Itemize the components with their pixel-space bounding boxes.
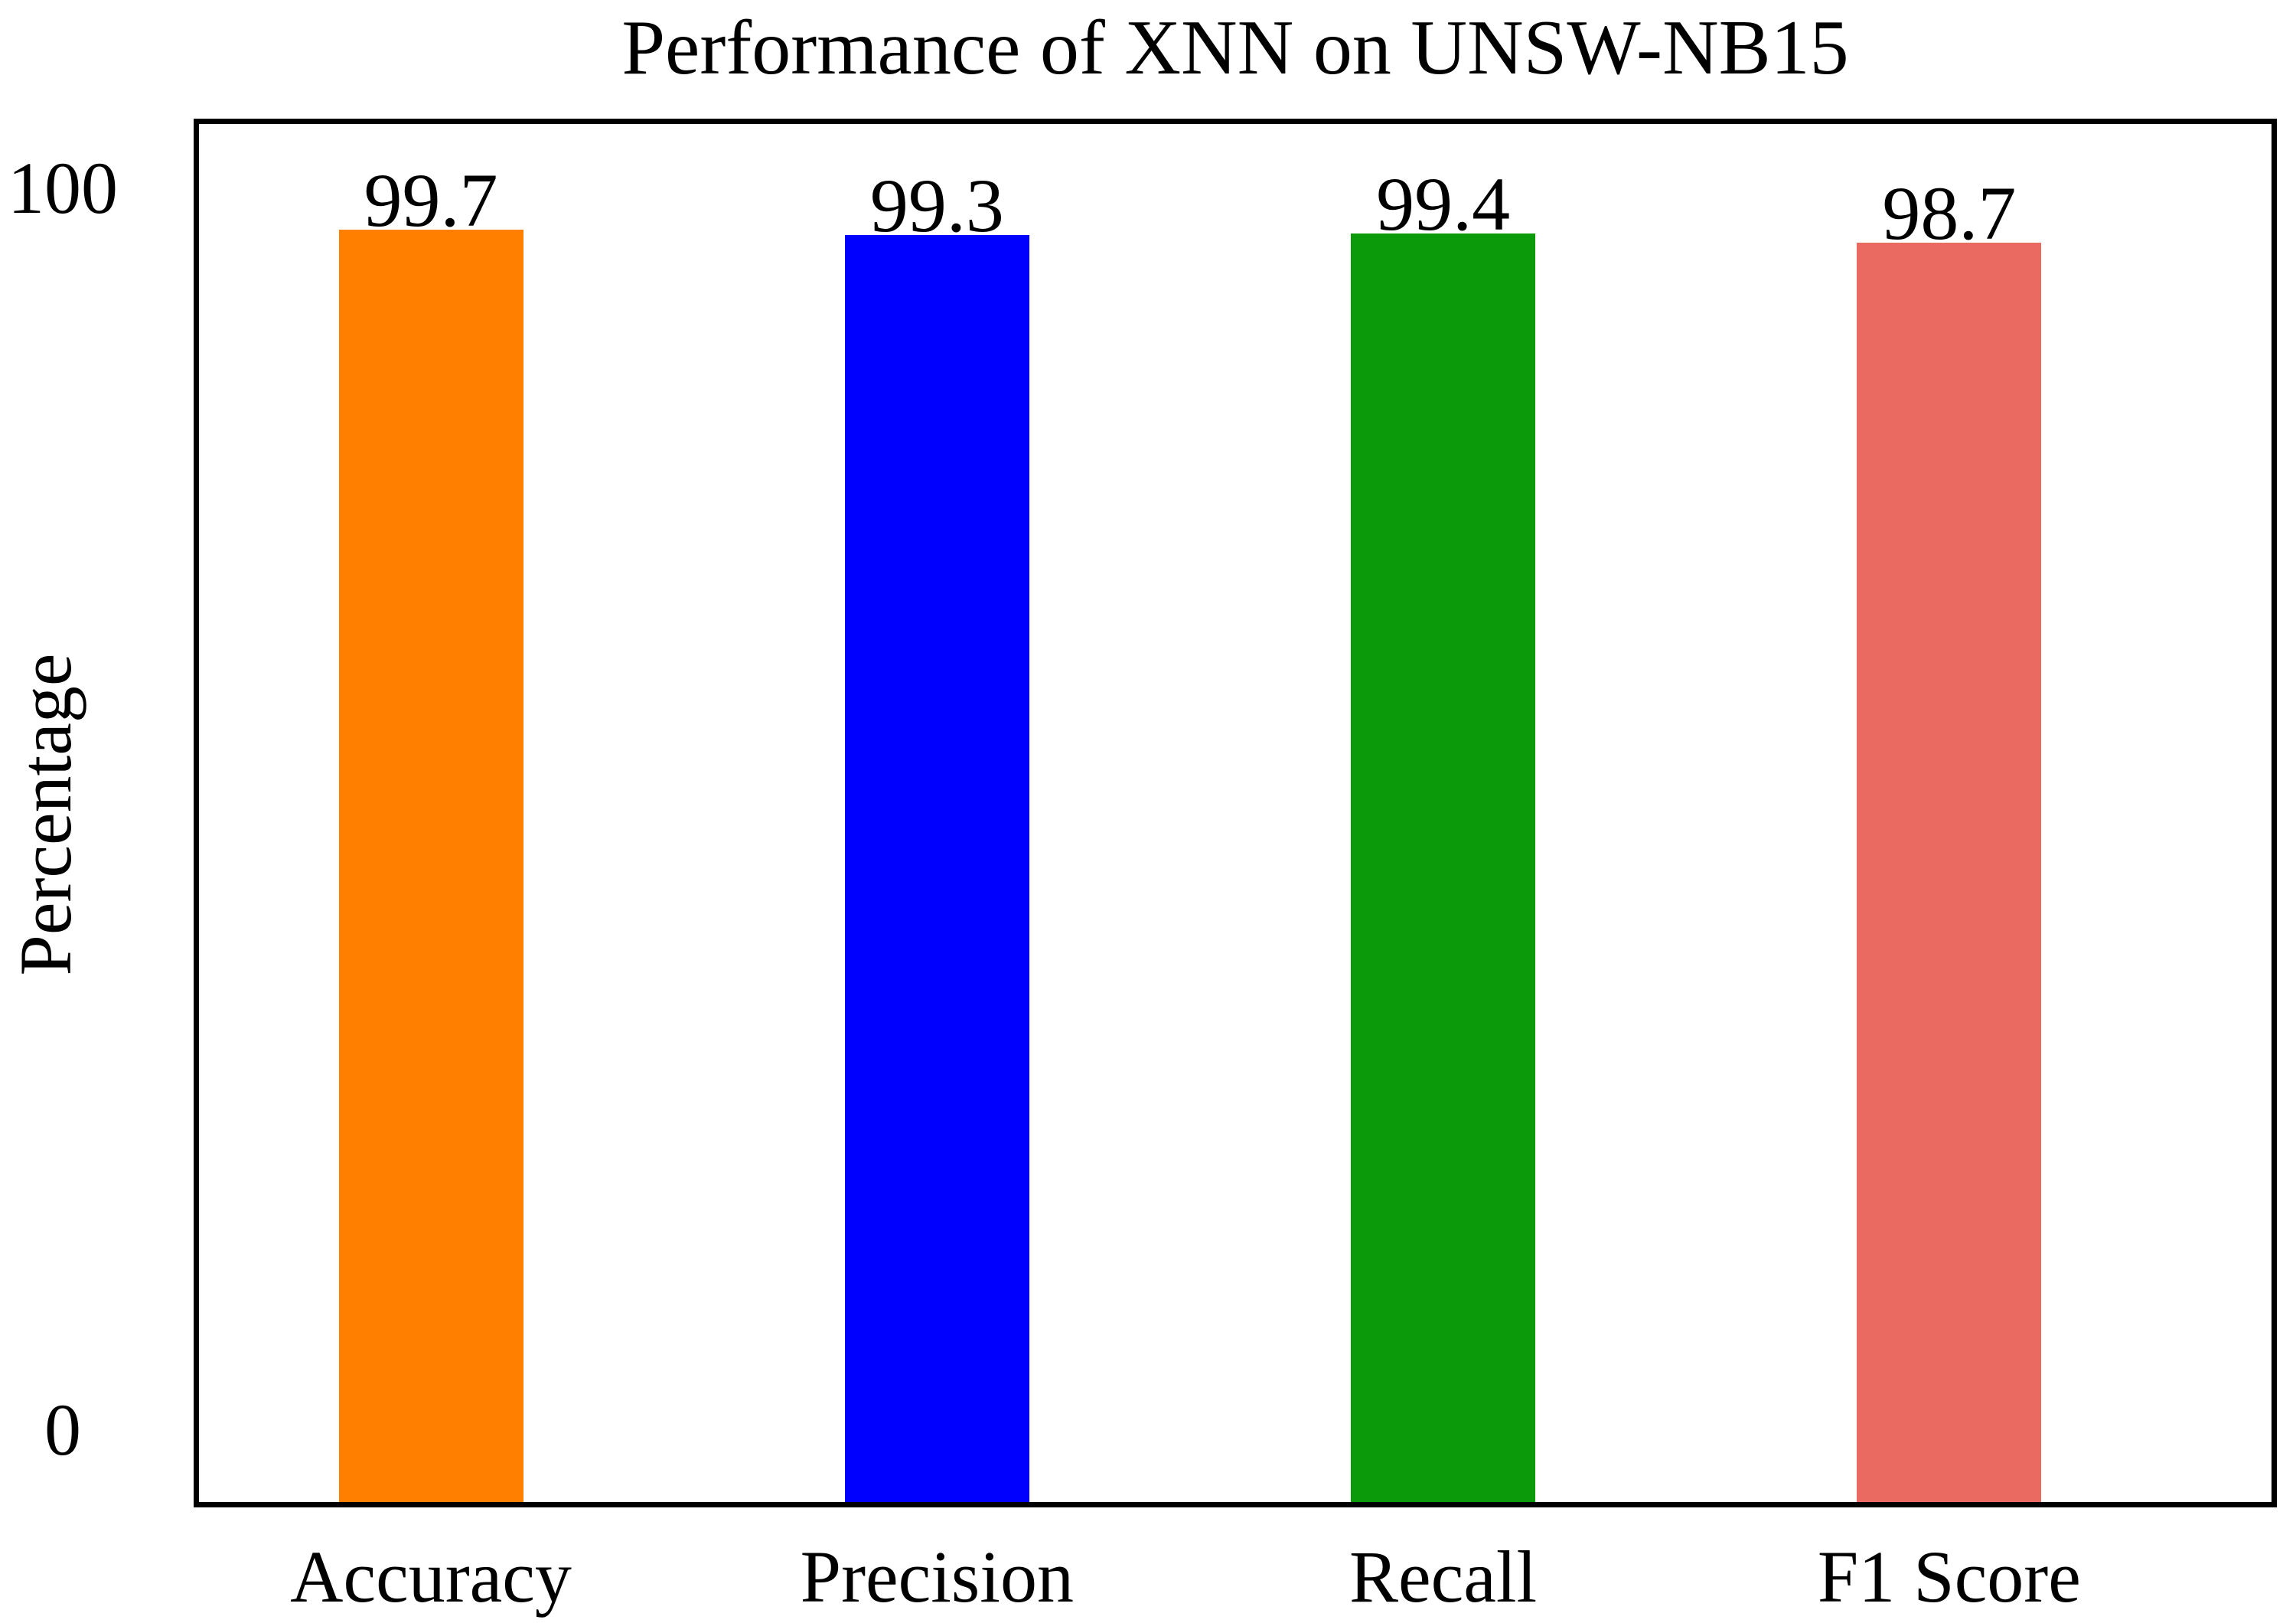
bar-value-label-recall: 99.4 xyxy=(1376,162,1511,247)
bar-precision xyxy=(844,235,1029,1502)
x-tick-label-accuracy: Accuracy xyxy=(290,1536,572,1618)
bar-accuracy xyxy=(338,230,523,1502)
bar-value-label-accuracy: 99.7 xyxy=(364,158,498,243)
bar-recall xyxy=(1351,233,1536,1502)
bar-value-label-f1-score: 98.7 xyxy=(1882,171,2017,256)
bar-f1-score xyxy=(1857,243,2042,1502)
chart-title: Performance of XNN on UNSW-NB15 xyxy=(621,5,1849,91)
x-tick-label-precision: Precision xyxy=(800,1536,1074,1618)
x-tick-label-f1-score: F1 Score xyxy=(1817,1536,2081,1618)
bar-value-label-precision: 99.3 xyxy=(869,163,1004,248)
y-axis-label: Percentage xyxy=(5,653,86,976)
y-tick-label-100: 100 xyxy=(8,147,118,229)
y-tick-label-0: 0 xyxy=(44,1389,81,1471)
plot-area: 99.7 99.3 99.4 98.7 xyxy=(194,119,2277,1507)
x-tick-label-recall: Recall xyxy=(1349,1536,1538,1618)
